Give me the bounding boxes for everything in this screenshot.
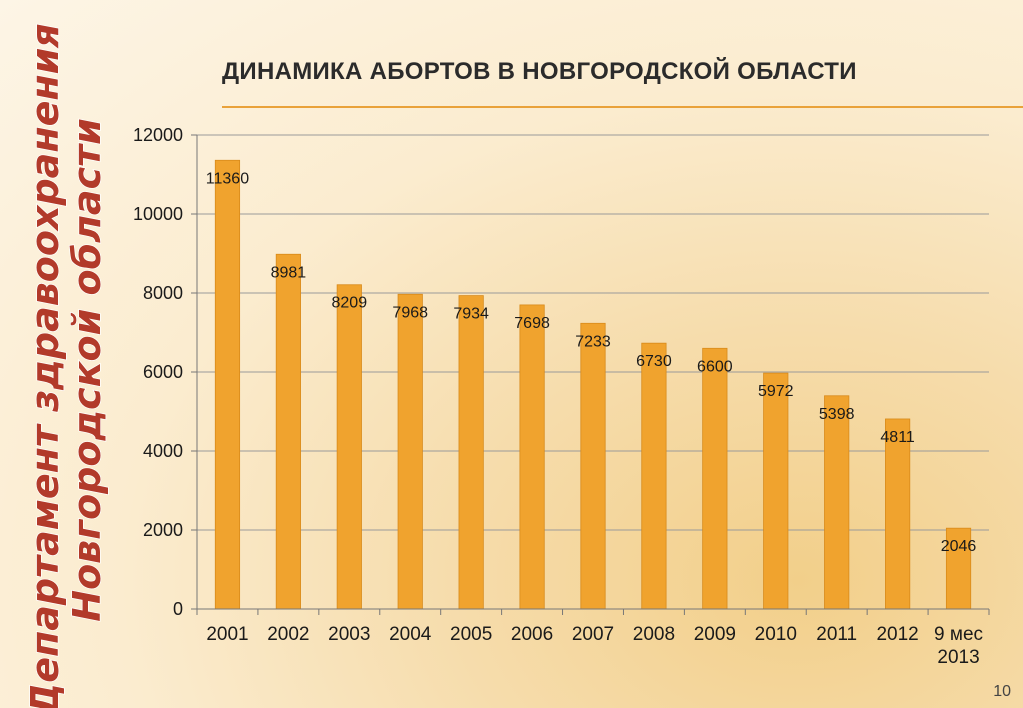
x-tick-label: 2005 xyxy=(450,624,492,645)
data-label: 7698 xyxy=(514,315,550,332)
data-label: 7934 xyxy=(453,306,489,323)
axes xyxy=(196,135,989,610)
y-tick-label: 12000 xyxy=(133,125,183,145)
x-tick-label: 2012 xyxy=(876,624,918,645)
data-label: 2046 xyxy=(941,538,977,555)
x-tick-label: 2009 xyxy=(694,624,736,645)
bar xyxy=(824,395,850,610)
x-axis-ticks: 2001 2002 2003 2004 2005 2006 2007 2008 2009 2010… xyxy=(196,609,990,668)
data-label: 8209 xyxy=(332,295,368,312)
bar xyxy=(885,418,911,610)
page-number: 10 xyxy=(993,683,1011,700)
data-label: 7968 xyxy=(392,304,428,321)
x-tick-label: 9 мес 2013 xyxy=(934,624,983,668)
x-tick-label: 2001 xyxy=(206,624,248,645)
x-tick-label: 2003 xyxy=(328,624,370,645)
data-label: 6730 xyxy=(636,353,672,370)
bar xyxy=(580,322,606,610)
data-label: 6600 xyxy=(697,358,733,375)
y-tick-label: 4000 xyxy=(143,441,183,461)
bar xyxy=(397,293,423,610)
data-label: 4811 xyxy=(880,429,915,446)
side-vertical-caption: Департамент здравоохранения Новгородской… xyxy=(22,23,109,708)
side-caption-line1: Департамент здравоохранения xyxy=(23,23,67,708)
data-label: 8981 xyxy=(271,264,307,281)
y-tick-label: 6000 xyxy=(143,362,183,382)
y-tick-label: 0 xyxy=(173,599,183,619)
y-tick-label: 8000 xyxy=(143,283,183,303)
side-caption-line2: Новгородской области xyxy=(65,118,109,621)
data-label: 7233 xyxy=(575,333,611,350)
bar xyxy=(458,295,484,610)
x-tick-label: 2002 xyxy=(267,624,309,645)
y-tick-label: 2000 xyxy=(143,520,183,540)
bar xyxy=(763,372,789,610)
bars xyxy=(214,159,972,610)
x-tick-label: 2011 xyxy=(816,624,857,645)
bar xyxy=(275,253,301,610)
bar xyxy=(702,347,728,610)
data-labels: 11360 8981 8209 7968 7934 7698 7233 6730 6600 597… xyxy=(206,170,977,555)
bar xyxy=(641,342,667,610)
bar xyxy=(336,284,362,610)
chart-title: ДИНАМИКА АБОРТОВ В НОВГОРОДСКОЙ ОБЛАСТИ xyxy=(222,58,857,85)
data-label: 5398 xyxy=(819,406,855,423)
x-tick-label: 2008 xyxy=(633,624,675,645)
bar xyxy=(214,159,241,610)
title-underline xyxy=(222,106,1023,108)
x-tick-label: 2004 xyxy=(389,624,432,645)
y-axis-ticks: 0 2000 4000 6000 8000 10000 12000 xyxy=(133,125,197,619)
data-label: 5972 xyxy=(758,383,794,400)
data-label: 11360 xyxy=(206,170,249,187)
bar xyxy=(519,304,545,610)
x-tick-label: 2007 xyxy=(572,624,614,645)
y-tick-label: 10000 xyxy=(133,204,183,224)
x-tick-label: 2010 xyxy=(755,624,797,645)
x-tick-label: 2006 xyxy=(511,624,553,645)
